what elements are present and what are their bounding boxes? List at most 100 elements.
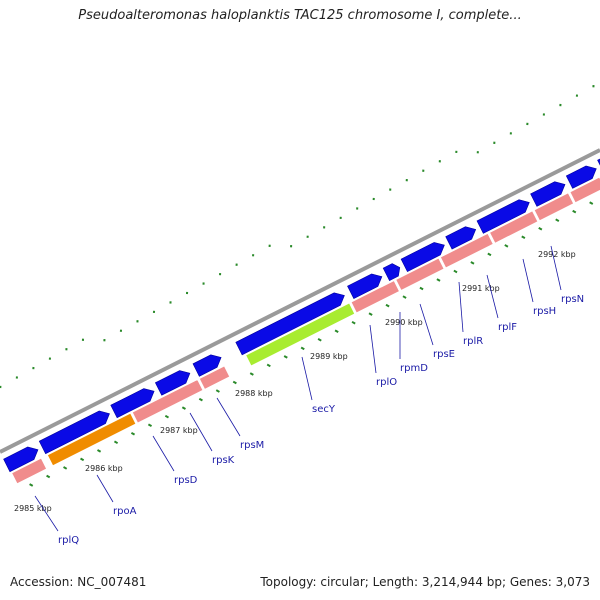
gene-label-leader [152, 435, 175, 472]
gene-label-leader [522, 258, 534, 303]
reverse-gene-bar [11, 457, 48, 485]
forward-gene-arrow [445, 226, 477, 250]
gc-tick [181, 406, 186, 410]
kbp-tick-label: 2985 kbp [14, 504, 52, 513]
gc-skew-inner-track [29, 201, 594, 487]
reverse-gene-bar [350, 280, 400, 314]
gc-tick [334, 329, 339, 334]
reverse-gene-bar [395, 257, 445, 291]
gene-label-leader [550, 245, 562, 291]
kbp-tick-label: 2987 kbp [160, 426, 198, 435]
gene-label: rplR [463, 336, 483, 347]
gc-tick [402, 295, 407, 299]
gene-label: rpmD [400, 363, 428, 374]
gc-tick [29, 483, 34, 487]
forward-gene-arrow [382, 263, 401, 282]
reverse-gene-bar [198, 365, 231, 390]
gc-tick [113, 440, 119, 445]
accession-text: Accession: NC_007481 [10, 575, 147, 589]
gc-tick [504, 244, 509, 248]
gc-tick [436, 278, 441, 282]
reverse-gene-track [11, 176, 600, 485]
gene-label-leader [96, 474, 114, 503]
gc-skew-outer-track [0, 85, 595, 389]
gc-tick [555, 218, 560, 222]
forward-gene-arrow [235, 292, 345, 356]
gc-tick [487, 252, 492, 257]
gene-label: rplQ [58, 535, 79, 546]
kbp-ticks: 2985 kbp 2986 kbp 2987 kbp 2988 kbp 2989 kbp… [14, 250, 576, 513]
gene-label-leader [216, 397, 241, 437]
gene-label: rpsN [561, 294, 584, 305]
gene-label-leader [189, 412, 213, 452]
gc-tick [46, 474, 51, 479]
gene-label-leader [419, 303, 434, 346]
gene-label-leader [301, 356, 313, 401]
reverse-gene-bar [245, 302, 356, 367]
gc-tick [538, 226, 543, 231]
gene-label-leader [369, 324, 377, 374]
gene-label: rpoA [113, 506, 137, 517]
forward-gene-track [3, 158, 600, 473]
forward-gene-arrow [476, 199, 530, 234]
forward-gene-arrow [565, 165, 597, 189]
gene-label-leader [458, 281, 464, 333]
gc-tick [249, 372, 254, 376]
gene-label: rplF [498, 322, 517, 333]
reverse-gene-bar [46, 412, 137, 467]
forward-gene-arrow [530, 181, 566, 207]
gene-label: rpsM [240, 440, 264, 451]
gc-tick [453, 269, 458, 274]
forward-gene-arrow [154, 370, 191, 396]
gc-tick [232, 380, 237, 385]
gc-tick [419, 286, 424, 291]
gene-label: rplO [376, 377, 397, 388]
gc-tick [521, 235, 526, 240]
gc-tick [130, 431, 136, 436]
gene-label: secY [312, 404, 336, 415]
forward-gene-arrow [400, 242, 445, 273]
reverse-gene-bar [439, 232, 494, 269]
kbp-tick-label: 2986 kbp [85, 464, 123, 473]
genome-info-text: Topology: circular; Length: 3,214,944 bp… [260, 575, 590, 589]
gc-tick [266, 363, 271, 368]
gc-tick [470, 261, 475, 265]
gene-label: rpsK [212, 455, 235, 466]
gc-tick [589, 201, 594, 205]
forward-gene-arrow [192, 354, 222, 377]
kbp-tick-label: 2990 kbp [385, 318, 423, 327]
forward-gene-arrow [110, 388, 155, 419]
reverse-gene-bar [533, 192, 575, 222]
gc-tick [80, 457, 85, 462]
gc-tick [63, 466, 68, 470]
gene-label-leader [34, 495, 59, 532]
map-title: Pseudoalteromonas haloplanktis TAC125 ch… [78, 8, 522, 23]
gc-tick [351, 320, 356, 325]
gc-tick [164, 414, 170, 419]
gc-tick [198, 397, 203, 402]
kbp-tick-label: 2991 kbp [462, 284, 500, 293]
gc-tick [572, 209, 577, 214]
forward-gene-arrow [347, 273, 383, 300]
reverse-gene-bar [569, 176, 600, 204]
gc-tick [147, 423, 153, 427]
gc-tick [368, 312, 373, 316]
gc-tick [300, 346, 305, 351]
reverse-gene-bar [131, 378, 204, 424]
gene-label-leader [486, 274, 499, 319]
gc-tick [96, 449, 102, 453]
kbp-tick-label: 2989 kbp [310, 352, 348, 361]
forward-gene-arrow [38, 410, 110, 455]
gene-label: rpsH [533, 306, 556, 317]
gc-tick [283, 355, 288, 359]
gc-tick [385, 303, 390, 308]
gc-tick [215, 389, 220, 393]
gc-tick [317, 338, 322, 342]
kbp-tick-label: 2988 kbp [235, 389, 273, 398]
gene-label: rpsD [174, 475, 198, 486]
kbp-tick-label: 2992 kbp [538, 250, 576, 259]
reverse-gene-bar [489, 210, 539, 244]
forward-gene-arrow [3, 446, 39, 473]
